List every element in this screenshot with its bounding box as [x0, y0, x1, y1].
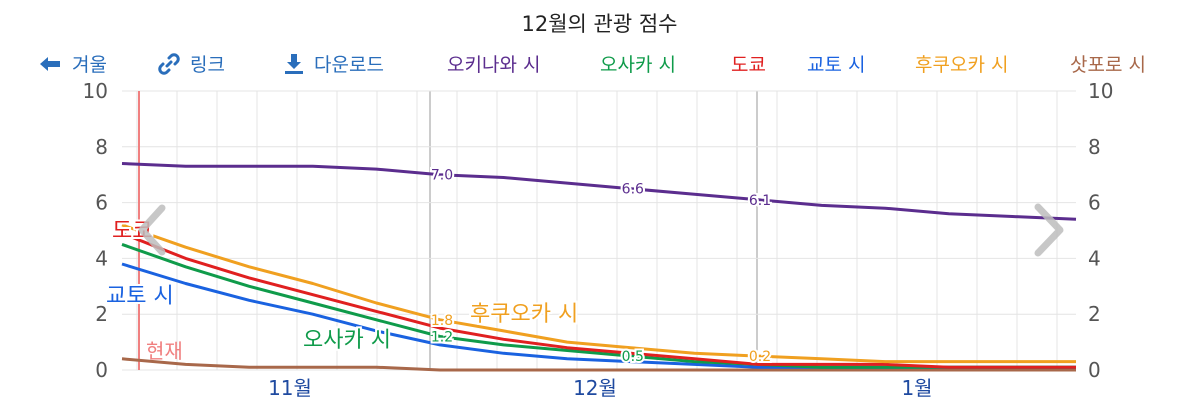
- prev-month-label: 겨울: [72, 54, 107, 76]
- y-tick-label-right: 10: [1088, 79, 1113, 103]
- data-label: 7.0: [431, 168, 453, 184]
- y-tick-label-left: 10: [83, 79, 108, 103]
- page-title: 12월의 관광 점수: [521, 12, 678, 36]
- legend-okinawa[interactable]: 오키나와 시: [447, 54, 541, 76]
- series-line: [121, 231, 1076, 369]
- series-line: [121, 357, 1076, 372]
- series-name-label: 후쿠오카 시: [470, 302, 578, 327]
- download-label: 다운로드: [314, 54, 384, 76]
- y-tick-label-left: 6: [95, 191, 108, 215]
- series-name-label: 교토 시: [106, 284, 174, 309]
- legend-kyoto[interactable]: 교토 시: [807, 54, 866, 76]
- chevron-left-shape: [138, 204, 166, 256]
- series-line: [121, 242, 1076, 369]
- chevron-right-icon[interactable]: [1034, 203, 1064, 257]
- data-label: 1.8: [431, 313, 453, 329]
- series-line: [121, 223, 1076, 364]
- legend-tokyo[interactable]: 도쿄: [731, 54, 766, 76]
- legend-fukuoka[interactable]: 후쿠오카 시: [915, 54, 1009, 76]
- link-icon: [158, 52, 180, 75]
- legend-sapporo[interactable]: 삿포로 시: [1070, 54, 1146, 76]
- y-tick-label-left: 0: [95, 358, 108, 382]
- y-tick-label-right: 4: [1088, 246, 1101, 270]
- download-button[interactable]: 다운로드: [284, 50, 384, 77]
- data-label: 6.1: [749, 193, 771, 209]
- x-tick-label: 11월: [268, 376, 312, 400]
- y-tick-label-left: 8: [95, 135, 108, 159]
- data-label: 1.2: [431, 330, 453, 346]
- series-line: [121, 162, 1077, 221]
- legend-osaka[interactable]: 오사카 시: [600, 54, 676, 76]
- data-label: 0.2: [749, 349, 771, 365]
- data-label: 0.5: [622, 349, 644, 365]
- link-label: 링크: [190, 54, 225, 76]
- y-tick-label-left: 4: [95, 246, 108, 270]
- data-label: 6.6: [622, 182, 644, 198]
- chevron-right-shape: [1034, 203, 1064, 257]
- y-tick-label-right: 2: [1088, 302, 1101, 326]
- link-button[interactable]: 링크: [158, 50, 225, 77]
- x-tick-label: 12월: [573, 376, 617, 400]
- now-marker-label: 현재: [146, 339, 183, 363]
- y-tick-label-right: 8: [1088, 135, 1101, 159]
- series-name-label: 오사카 시: [303, 328, 391, 353]
- y-tick-label-right: 0: [1088, 358, 1101, 382]
- arrow-left-icon: [40, 56, 60, 71]
- y-tick-label-right: 6: [1088, 191, 1101, 215]
- chevron-left-icon[interactable]: [138, 204, 166, 256]
- y-tick-label-left: 2: [95, 302, 108, 326]
- x-tick-label: 1월: [901, 376, 932, 400]
- prev-month-button[interactable]: 겨울: [38, 50, 107, 77]
- download-icon: [285, 53, 303, 74]
